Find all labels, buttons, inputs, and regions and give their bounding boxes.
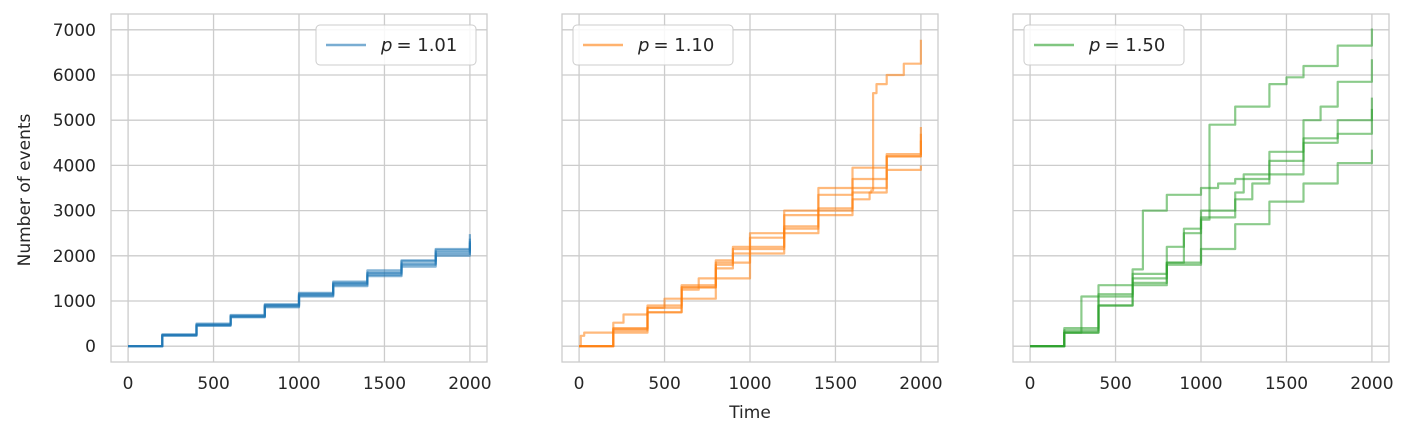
x-axis-label: Time [728, 403, 771, 423]
y-tick-label: 6000 [53, 66, 96, 86]
x-tick-label: 1000 [1179, 374, 1222, 394]
plot-frame [1012, 13, 1390, 363]
y-tick-label: 7000 [53, 21, 96, 41]
y-tick-label: 0 [85, 337, 96, 357]
x-tick-label: 500 [648, 374, 680, 394]
legend-symbol: p [380, 35, 392, 56]
grid [562, 14, 938, 362]
legend-label: p = 1.50 [1088, 35, 1165, 56]
grid [111, 14, 487, 362]
series-group [579, 39, 922, 348]
y-tick-label: 3000 [53, 202, 96, 222]
plot-frame [110, 13, 488, 363]
legend: p = 1.50 [1023, 24, 1185, 66]
subplot-2: 0 500 1000 1500 2000 p = 1.10 [561, 13, 943, 394]
legend-label: p = 1.01 [380, 35, 457, 56]
x-tick-label: 0 [123, 374, 134, 394]
legend-box [315, 24, 477, 66]
legend-symbol: p [1088, 35, 1100, 56]
series-line-5 [128, 241, 471, 348]
legend-label: p = 1.10 [637, 35, 714, 56]
legend-value: = 1.10 [653, 35, 714, 56]
legend-box [572, 24, 734, 66]
x-tick-label: 1000 [277, 374, 320, 394]
plot-frame [561, 13, 939, 363]
legend: p = 1.10 [572, 24, 734, 66]
grid [1013, 14, 1389, 362]
legend-value: = 1.50 [1104, 35, 1165, 56]
series-group [1030, 28, 1373, 348]
y-tick-label: 1000 [53, 292, 96, 312]
y-axis-label: Number of events [15, 113, 35, 266]
series-group [128, 234, 471, 348]
legend: p = 1.01 [315, 24, 477, 66]
x-tick-label: 500 [197, 374, 229, 394]
series-line-5 [1030, 149, 1373, 348]
x-tick-label: 2000 [899, 374, 942, 394]
legend-symbol: p [637, 35, 649, 56]
x-tick-label: 2000 [448, 374, 491, 394]
y-tick-label: 5000 [53, 111, 96, 131]
legend-box [1023, 24, 1185, 66]
series-line-5 [579, 133, 922, 348]
x-tick-label: 2000 [1350, 374, 1393, 394]
subplot-3: 0 500 1000 1500 2000 p = 1.50 [1012, 13, 1394, 394]
x-tick-label: 1500 [814, 374, 857, 394]
x-tick-label: 1000 [728, 374, 771, 394]
x-tick-label: 500 [1099, 374, 1131, 394]
x-tick-label: 0 [1025, 374, 1036, 394]
x-tick-label: 0 [574, 374, 585, 394]
y-tick-label: 2000 [53, 247, 96, 267]
subplot-1: 0 500 1000 1500 2000 0 1000 2000 3000 4000 5000 600… [53, 13, 492, 394]
series-line-2 [1030, 59, 1373, 348]
x-tick-label: 1500 [1265, 374, 1308, 394]
legend-value: = 1.01 [396, 35, 457, 56]
x-tick-label: 1500 [363, 374, 406, 394]
panels: 0 500 1000 1500 2000010002000300040005000600… [53, 13, 1394, 394]
series-line-3 [1030, 97, 1373, 348]
y-tick-label: 4000 [53, 156, 96, 176]
